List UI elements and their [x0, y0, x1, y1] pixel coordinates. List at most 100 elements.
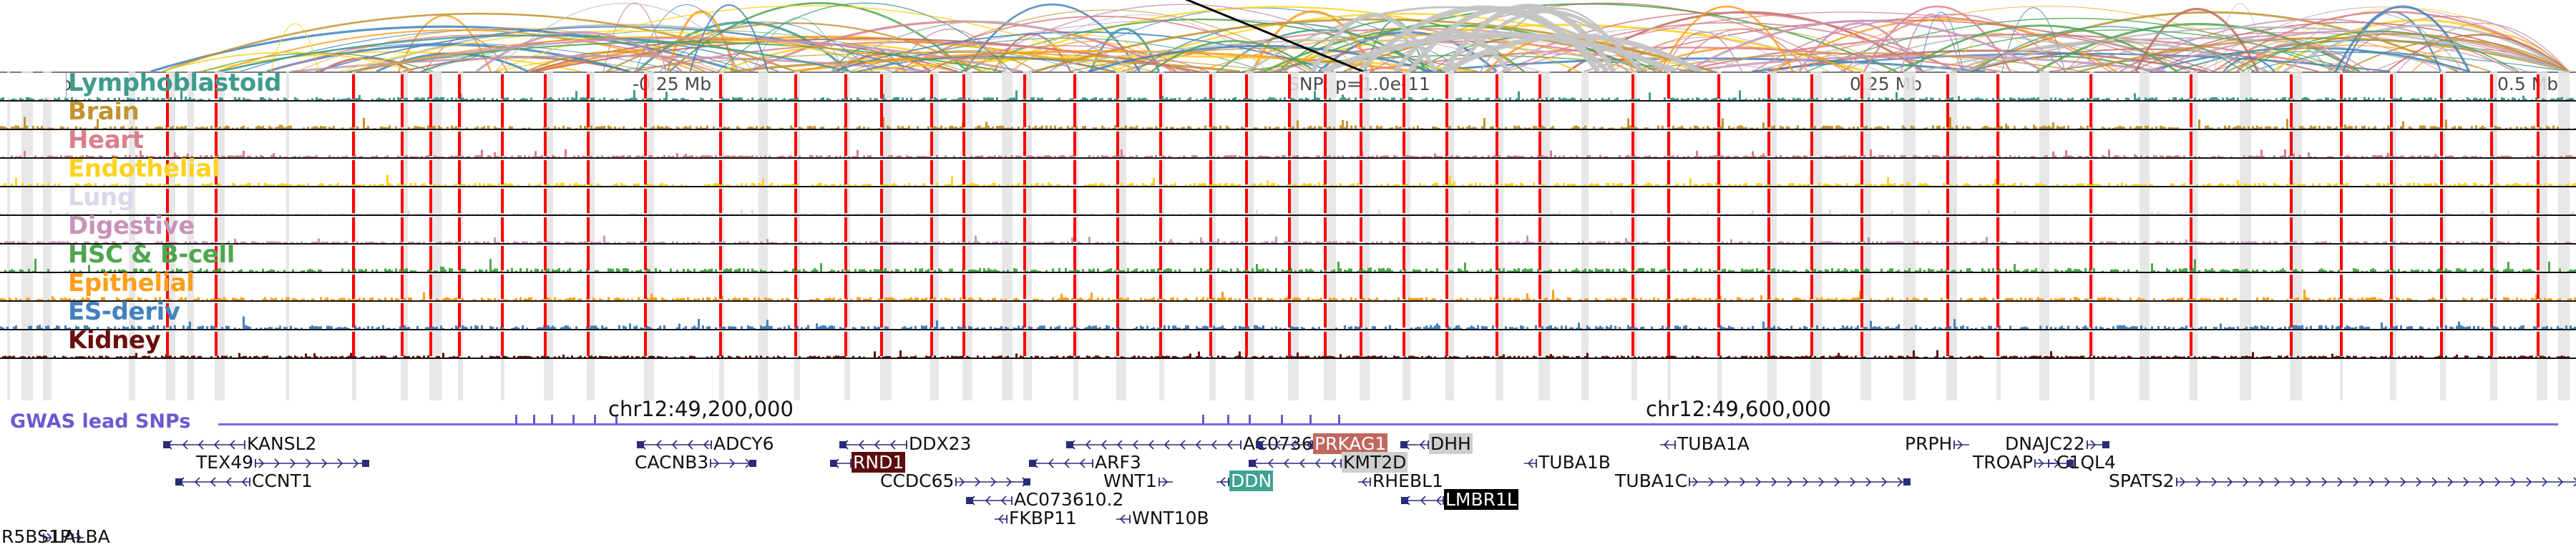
gene-ccnt1[interactable]: CCNT1: [175, 472, 314, 490]
gene-strand-icon: [995, 513, 1008, 526]
track-kidney: Kidney: [0, 330, 2576, 359]
track-signal: [0, 132, 2576, 157]
gene-label: ADCY6: [712, 433, 776, 454]
gene-label: CACNB3: [633, 452, 710, 473]
gwas-snp-mark[interactable]: [572, 415, 575, 425]
gene-strand-icon: [1249, 457, 1342, 470]
gene-strand-icon: [830, 457, 852, 470]
gwas-snp-mark[interactable]: [594, 415, 596, 425]
gene-strand-icon: [1256, 438, 1313, 451]
gene-ddx23[interactable]: DDX23: [839, 435, 972, 453]
gene-label: LMBR1L: [1444, 489, 1518, 510]
gene-label: AC073610.2: [1013, 489, 1125, 510]
track-label: Epithelial: [68, 269, 195, 297]
gene-strand-icon: [1953, 438, 1969, 451]
track-signal: [0, 332, 2576, 358]
gwas-snp-mark[interactable]: [1281, 415, 1283, 425]
gene-c1ql4[interactable]: C1QL4: [2048, 453, 2117, 471]
gene-adcy6[interactable]: ADCY6: [637, 435, 776, 453]
gene-label: WNT10B: [1131, 508, 1211, 528]
gene-strand-icon: [966, 494, 1013, 507]
gene-strand-icon: [175, 475, 250, 488]
gene-rhebl1[interactable]: RHEBL1: [1358, 472, 1445, 490]
gwas-snp-mark[interactable]: [533, 415, 535, 425]
gene-label: KMT2D: [1342, 452, 1407, 473]
gene-strand-icon: [255, 457, 369, 470]
gene-tuba1a[interactable]: TUBA1A: [1660, 435, 1751, 453]
gene-tex49[interactable]: TEX49: [195, 453, 369, 471]
gene-label: TUBA1A: [1676, 433, 1751, 454]
gene-strand-icon: [1689, 475, 1911, 488]
gene-strand-icon: [637, 438, 712, 451]
gene-arf3[interactable]: ARF3: [1029, 453, 1143, 471]
gene-ccdc65[interactable]: CCDC65: [879, 472, 1030, 490]
gene-label: FKBP11: [1008, 508, 1078, 528]
gene-strand-icon: [955, 475, 1030, 488]
gene-label: DDN: [1229, 470, 1273, 491]
gene-label: KANSL2: [245, 433, 318, 454]
track-epithelial: Epithelial: [0, 273, 2576, 302]
coordinate-label-0: chr12:49,200,000: [608, 397, 794, 421]
gene-prph[interactable]: PRPH: [1903, 435, 1969, 453]
track-label: Digestive: [68, 212, 195, 240]
track-label: ES-deriv: [68, 297, 180, 326]
gene-strand-icon: [1524, 457, 1537, 470]
track-signal: [0, 160, 2576, 186]
gene-dhh[interactable]: DHH: [1400, 435, 1473, 453]
gene-wnt1[interactable]: WNT1: [1102, 472, 1173, 490]
track-baseline: [0, 358, 2576, 359]
gene-strand-icon: [1029, 457, 1093, 470]
gene-label: TUBA1B: [1537, 452, 1612, 473]
track-signal: [0, 303, 2576, 329]
track-lymphoblastoid: Lymphoblastoid: [0, 73, 2576, 102]
gwas-snp-mark[interactable]: [1227, 415, 1229, 425]
gwas-snp-mark[interactable]: [515, 415, 517, 425]
gene-cacnb3[interactable]: CACNB3: [633, 453, 756, 471]
gene-kansl2[interactable]: KANSL2: [163, 435, 318, 453]
gwas-snp-mark[interactable]: [1338, 415, 1340, 425]
gwas-snp-mark[interactable]: [1309, 415, 1312, 425]
gene-spats2[interactable]: SPATS2: [2107, 472, 2576, 490]
gene-prkag1[interactable]: PRKAG1: [1256, 435, 1387, 453]
gwas-snp-mark[interactable]: [1202, 415, 1204, 425]
track-signal: [0, 74, 2576, 100]
track-signal: [0, 103, 2576, 129]
track-signal: [0, 275, 2576, 300]
gene-strand-icon: [1400, 438, 1429, 451]
gene-tuba1c[interactable]: TUBA1C: [1614, 472, 1911, 490]
track-signal: [0, 189, 2576, 215]
gene-tuba1b[interactable]: TUBA1B: [1524, 453, 1612, 471]
gwas-row-label: GWAS lead SNPs: [10, 410, 190, 433]
gene-strand-icon: [1158, 475, 1173, 488]
gene-kmt2d[interactable]: KMT2D: [1249, 453, 1407, 471]
gene-fkbp11[interactable]: FKBP11: [995, 509, 1078, 527]
gene-wnt10b[interactable]: WNT10B: [1116, 509, 1211, 527]
track-label: Endothelial: [68, 154, 220, 183]
track-signal: [0, 246, 2576, 272]
track-brain: Brain: [0, 102, 2576, 130]
gene-label: RND1: [852, 452, 905, 473]
gene-label: TEX49: [195, 452, 255, 473]
gene-label: PRPH: [1903, 433, 1953, 454]
gene-label: ARF3: [1093, 452, 1143, 473]
gene-lalba[interactable]: LALBA: [43, 528, 112, 546]
track-label: Heart: [68, 126, 143, 154]
gene-strand-icon: [710, 457, 756, 470]
track-label: Lymphoblastoid: [68, 69, 281, 97]
gene-strand-icon: [2048, 457, 2055, 470]
gene-lmbr1l[interactable]: LMBR1L: [1401, 491, 1518, 508]
gwas-snp-mark[interactable]: [551, 415, 553, 425]
track-signal: [0, 217, 2576, 243]
gene-ddn[interactable]: DDN: [1216, 472, 1273, 490]
arc-svg: [0, 0, 2576, 72]
gene-label: RHEBL1: [1371, 470, 1445, 491]
loop-arc: [267, 45, 628, 72]
gene-dnajc22[interactable]: DNAJC22: [2004, 435, 2109, 453]
gene-label: CCDC65: [879, 470, 955, 491]
track-lung: Lung: [0, 187, 2576, 216]
gene-rnd1[interactable]: RND1: [830, 453, 905, 471]
gene-ac073610-2[interactable]: AC073610.2: [966, 491, 1125, 508]
gene-strand-icon: [163, 438, 245, 451]
gwas-snp-mark[interactable]: [1249, 415, 1251, 425]
gene-strand-icon: [1358, 475, 1371, 488]
